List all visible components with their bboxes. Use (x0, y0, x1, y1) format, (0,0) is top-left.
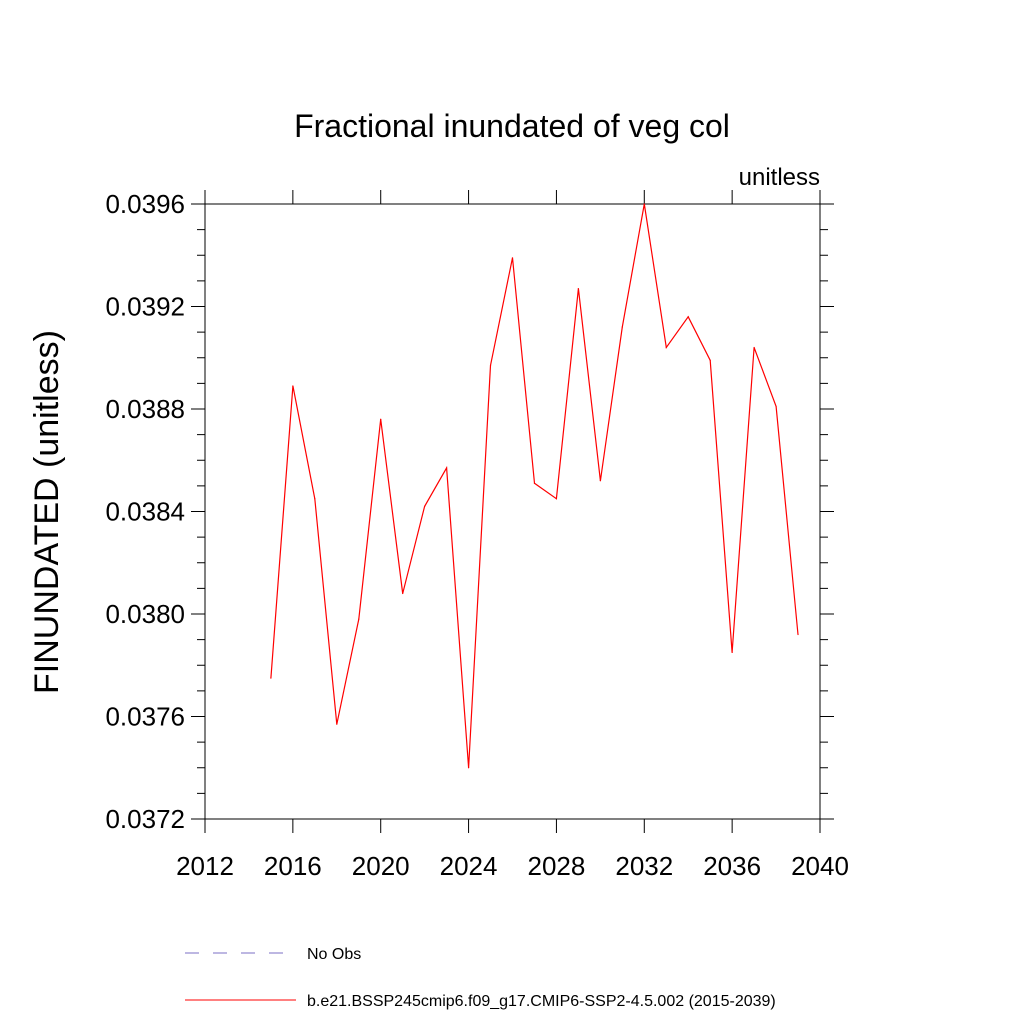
data-point (336, 723, 338, 725)
data-point (467, 767, 470, 769)
x-tick-label: 2024 (440, 851, 498, 881)
chart-title: Fractional inundated of veg col (294, 108, 730, 144)
legend: No Obs b.e21.BSSP245cmip6.f09_g17.CMIP6-… (185, 946, 776, 1010)
x-tick-label: 2020 (352, 851, 410, 881)
data-point (797, 633, 799, 636)
data-point (533, 482, 536, 484)
series-layer (270, 203, 799, 769)
data-point (489, 364, 492, 367)
x-axis-ticks: 2012 2016 2020 2024 2028 2032 2036 2040 (176, 190, 849, 881)
y-tick-label: 0.0380 (105, 599, 185, 629)
data-point (314, 498, 316, 500)
data-point (709, 359, 711, 361)
data-point (731, 651, 733, 654)
data-point (292, 385, 294, 387)
data-point (753, 346, 755, 349)
y-tick-label: 0.0376 (105, 702, 185, 732)
data-point (599, 480, 601, 482)
x-tick-label: 2028 (528, 851, 586, 881)
data-point (555, 498, 558, 500)
y-tick-label: 0.0384 (105, 497, 185, 527)
data-point (687, 316, 689, 318)
data-point (621, 326, 623, 328)
series-line-0 (270, 203, 799, 768)
data-point (643, 203, 645, 205)
data-point (577, 287, 579, 290)
y-tick-label: 0.0388 (105, 394, 185, 424)
x-tick-label: 2032 (615, 851, 673, 881)
legend-label-no-obs: No Obs (307, 946, 361, 963)
data-point (511, 257, 514, 259)
x-tick-label: 2036 (703, 851, 761, 881)
data-point (380, 418, 382, 420)
y-axis-label: FINUNDATED (unitless) (28, 330, 66, 694)
x-tick-label: 2040 (791, 851, 849, 881)
y-tick-label: 0.0392 (105, 292, 185, 322)
data-point (775, 405, 777, 408)
data-point (358, 618, 360, 620)
data-point (402, 592, 404, 595)
plot-frame (204, 203, 821, 820)
y-axis-ticks: 0.0372 0.0376 0.0380 0.0384 0.0388 0.0392 0.03… (105, 189, 834, 834)
plot-border (204, 203, 821, 820)
legend-label-ssp245: b.e21.BSSP245cmip6.f09_g17.CMIP6-SSP2-4.… (307, 993, 776, 1010)
y-tick-label: 0.0396 (105, 189, 185, 219)
x-tick-label: 2016 (264, 851, 322, 881)
x-tick-label: 2012 (176, 851, 234, 881)
data-point (270, 677, 272, 679)
units-label: unitless (739, 164, 820, 191)
data-point (424, 505, 426, 507)
data-point (665, 346, 667, 349)
data-point (446, 467, 448, 469)
y-tick-label: 0.0372 (105, 804, 185, 834)
